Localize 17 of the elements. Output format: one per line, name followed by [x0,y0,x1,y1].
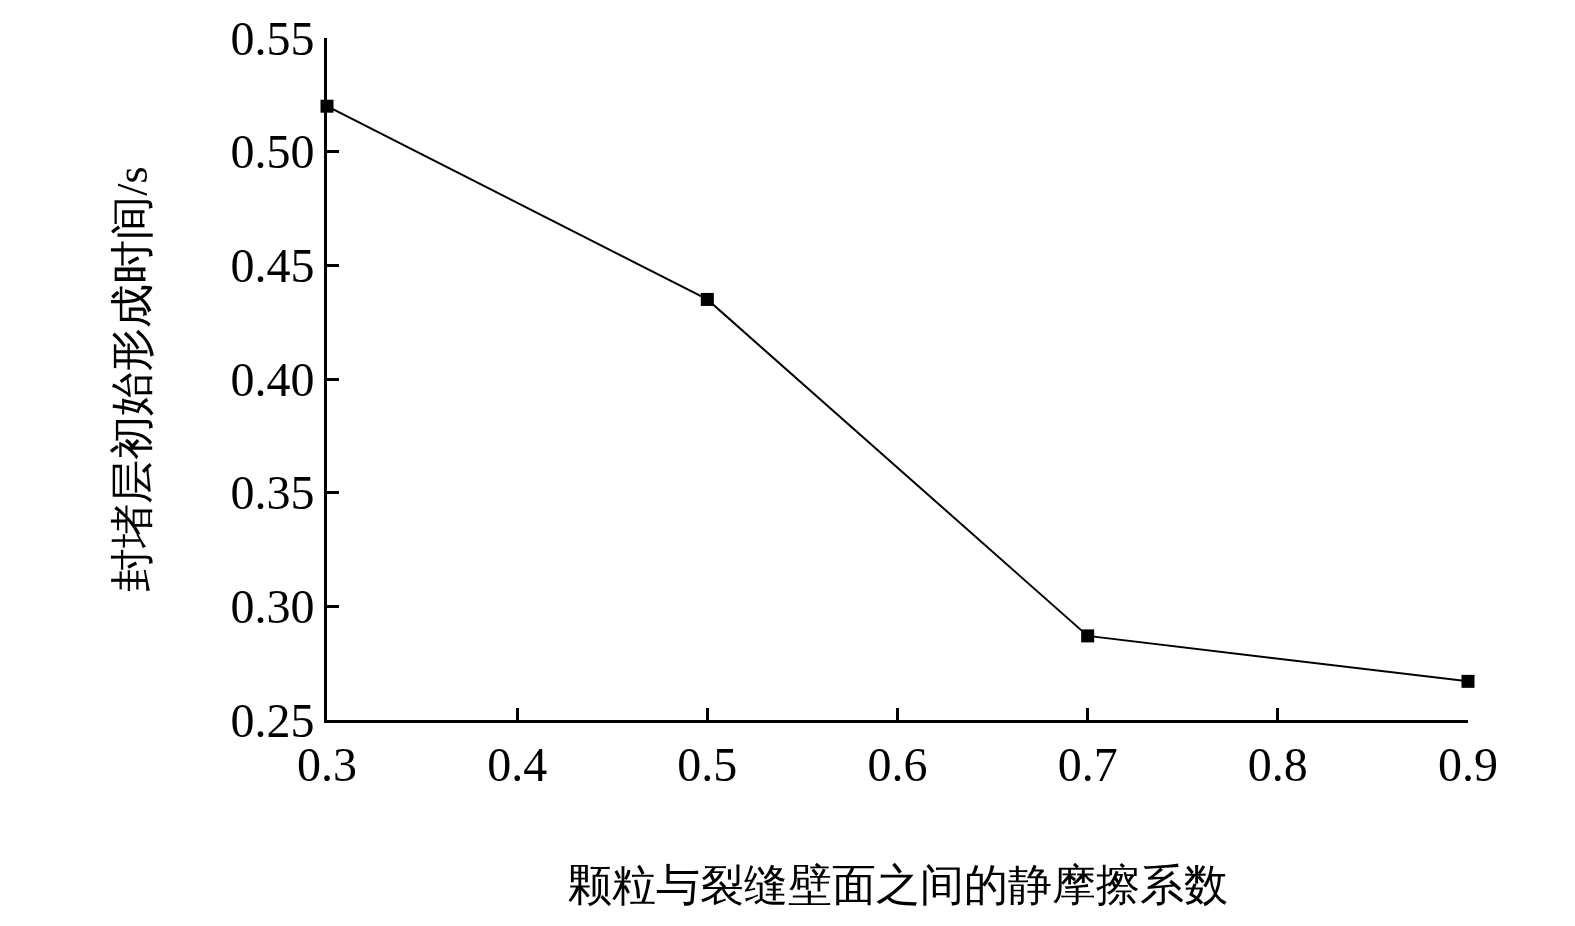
x-tick-label: 0.4 [487,737,548,791]
y-tick-label: 0.50 [230,125,315,179]
y-tick-label: 0.40 [230,352,315,406]
y-tick-label: 0.35 [230,466,315,520]
y-tick-label: 0.45 [230,239,315,293]
x-tick-label: 0.6 [867,737,928,791]
y-axis-title: 封堵层初始形成时间/s [107,166,157,592]
point [700,292,714,306]
y-tick-label: 0.30 [230,580,315,634]
x-tick-label: 0.8 [1247,737,1308,791]
point [1081,629,1095,643]
x-tick-label: 0.7 [1057,737,1118,791]
y-tick-label: 0.55 [230,11,315,65]
point [1461,674,1475,688]
x-axis-title: 颗粒与裂缝壁面之间的静摩擦系数 [567,860,1228,910]
x-tick-label: 0.5 [677,737,738,791]
x-tick-label: 0.9 [1438,737,1498,791]
